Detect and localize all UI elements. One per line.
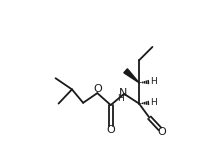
Text: H: H — [150, 77, 157, 86]
Text: N: N — [119, 88, 128, 98]
Text: H: H — [118, 94, 124, 103]
Text: O: O — [157, 127, 166, 137]
Text: O: O — [93, 84, 102, 94]
Polygon shape — [124, 69, 139, 83]
Text: H: H — [150, 98, 157, 107]
Text: O: O — [106, 125, 115, 135]
